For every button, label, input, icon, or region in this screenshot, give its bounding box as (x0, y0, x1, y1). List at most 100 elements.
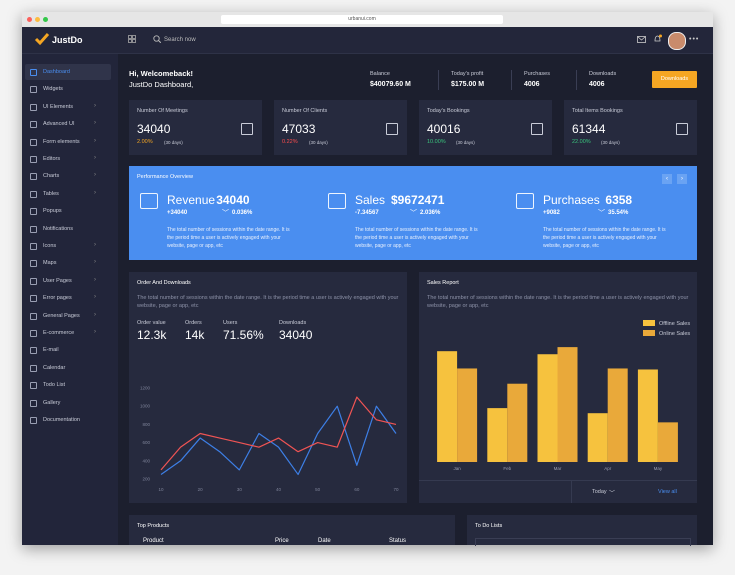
sidebar-item[interactable]: Gallery (43, 399, 61, 406)
sidebar-item[interactable]: User Pages (43, 277, 72, 284)
sidebar-icon (30, 399, 37, 407)
bar (637, 369, 658, 462)
close-dot[interactable] (27, 17, 32, 22)
sidebar-item[interactable]: E-mail (43, 347, 59, 354)
performance-value: 34040 (216, 193, 250, 207)
sidebar-item[interactable]: Calendar (43, 364, 66, 371)
performance-percent: 35.54% (608, 210, 629, 216)
sidebar-item[interactable]: Advanced UI (43, 121, 75, 128)
sidebar-item[interactable]: Notifications (43, 225, 73, 232)
x-tick-label: Apr (604, 466, 612, 471)
card-icon (241, 123, 253, 135)
url-bar[interactable]: urbanui.com (221, 15, 503, 24)
card-period: (30 days) (456, 140, 475, 145)
sidebar-icon (30, 277, 37, 285)
card-value: 61344 (572, 122, 606, 136)
sales-title: Sales Report (427, 280, 459, 286)
todo-input (475, 538, 691, 546)
sidebar-item[interactable]: E-commerce (43, 330, 75, 336)
sidebar-item[interactable]: Form elements (43, 138, 80, 145)
table-header: Price (275, 538, 289, 544)
greeting-title: Hi, Welcomeback! (129, 69, 194, 78)
sidebar-item[interactable]: Maps (43, 260, 57, 267)
sidebar-item[interactable]: Charts (43, 173, 60, 180)
search-input[interactable]: Search now (164, 37, 196, 43)
sidebar-icon (30, 173, 37, 181)
sidebar-icon (30, 156, 37, 163)
stat-value: $40079.60 M (370, 81, 411, 88)
performance-icon (516, 193, 534, 209)
stat-label: Balance (370, 71, 390, 77)
sidebar-arrow: › (94, 329, 96, 335)
avatar[interactable] (668, 32, 686, 50)
stat-label: Today's profit (451, 71, 484, 77)
card-icon (386, 123, 398, 135)
stat-label: Purchases (524, 71, 550, 77)
sidebar-item[interactable]: Tables (43, 190, 59, 197)
sidebar-icon (30, 86, 37, 94)
orders-stat-label: Orders (185, 320, 202, 326)
stat-label: Downloads (589, 71, 617, 77)
sidebar-arrow: › (94, 137, 96, 144)
bar (457, 368, 478, 462)
card (419, 100, 552, 155)
performance-delta: -7.34567 (355, 210, 379, 216)
stat-value: 4006 (589, 81, 605, 88)
sidebar-icon (30, 103, 37, 111)
brand[interactable]: JustDo (52, 35, 83, 45)
top-bar (22, 27, 713, 54)
sidebar-arrow: › (94, 102, 96, 109)
card-period: (30 days) (164, 140, 183, 145)
y-tick-label: 200 (142, 477, 150, 482)
x-tick-label: Mar (554, 466, 562, 471)
performance-text: The total number of sessions within the … (167, 227, 290, 249)
sidebar-item[interactable]: Icons (43, 243, 57, 249)
prev-button[interactable]: ‹ (662, 174, 672, 184)
sidebar-item[interactable]: Error pages (43, 295, 72, 302)
more-menu[interactable]: ••• (689, 36, 700, 43)
bell-icon[interactable] (653, 34, 663, 44)
sidebar-icon (30, 69, 37, 76)
sidebar-item[interactable]: Editors (43, 156, 61, 162)
sidebar-item[interactable]: General Pages (43, 312, 80, 319)
minimize-dot[interactable] (35, 17, 40, 22)
card (564, 100, 697, 155)
sales-footer-today[interactable]: Today (592, 489, 607, 495)
sidebar-item[interactable]: Popups (43, 208, 62, 215)
sidebar-item[interactable]: Todo List (43, 382, 66, 389)
sidebar-item[interactable]: UI Elements (43, 103, 73, 110)
stat-divider (576, 70, 577, 90)
sidebar-icon (30, 243, 37, 250)
sales-footer-view-all[interactable]: View all (658, 489, 677, 495)
performance-arrow: ﹀ (410, 210, 417, 217)
grid-icon[interactable] (128, 35, 136, 43)
card-change: 0.22% (282, 139, 298, 145)
greeting-subtitle: JustDo Dashboard, (129, 80, 194, 89)
performance-icon (140, 193, 158, 209)
performance-value: 6358 (605, 193, 633, 207)
sidebar-icon (30, 295, 37, 303)
x-tick-label: 50 (315, 487, 321, 492)
performance-name: Revenue (167, 193, 216, 207)
performance-name: Purchases (543, 193, 600, 207)
sidebar-icon (30, 190, 37, 198)
performance-arrow: ﹀ (598, 210, 605, 217)
y-tick-label: 400 (142, 458, 150, 463)
sidebar-icon (30, 382, 37, 390)
x-tick-label: Jan (453, 466, 461, 471)
next-button[interactable]: › (677, 174, 687, 184)
performance-arrow: ﹀ (222, 210, 229, 217)
sidebar-arrow: › (94, 294, 96, 301)
sidebar-icon (30, 330, 37, 337)
search-icon (153, 35, 161, 43)
sidebar-active-bg (25, 64, 111, 80)
card-title: Number Of Clients (282, 108, 328, 114)
mail-icon[interactable] (637, 36, 646, 43)
sidebar-item[interactable]: Widgets (43, 86, 63, 93)
maximize-dot[interactable] (43, 17, 48, 22)
sidebar-item[interactable]: Documentation (43, 417, 80, 423)
sidebar-item[interactable]: Dashboard (43, 69, 70, 75)
performance-delta: +34040 (167, 210, 188, 216)
downloads-button[interactable]: Downloads (652, 71, 697, 88)
